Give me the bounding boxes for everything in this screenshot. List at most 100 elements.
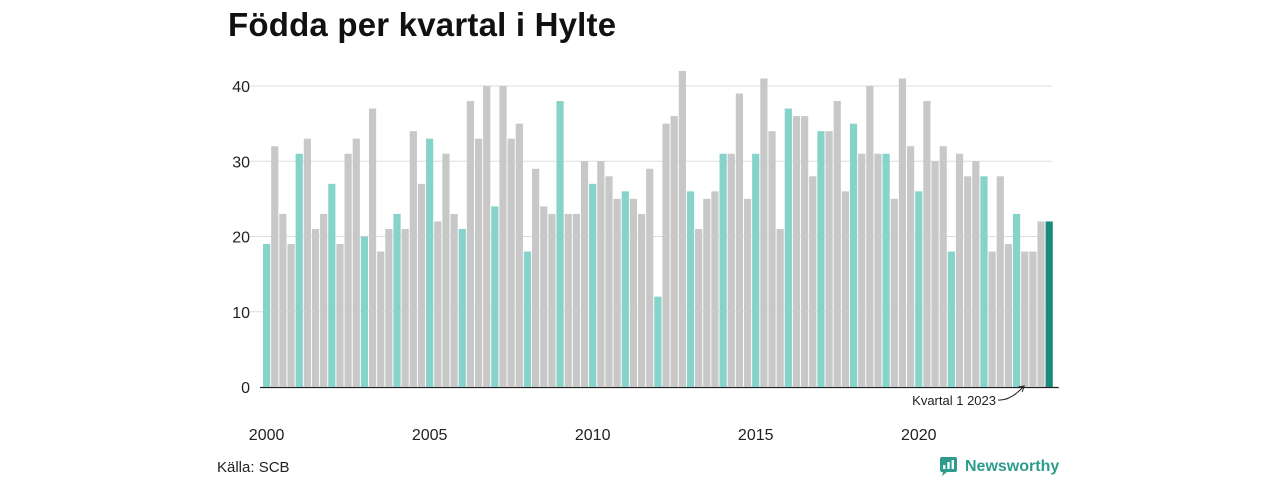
bar	[1037, 221, 1045, 387]
bar	[670, 116, 678, 387]
bar	[360, 236, 369, 387]
bar	[564, 213, 572, 387]
bar	[336, 244, 344, 387]
bar	[1029, 251, 1037, 387]
x-tick-label: 2020	[901, 427, 937, 444]
annotation-arrowhead	[1018, 385, 1025, 393]
bar	[263, 244, 271, 387]
y-tick-label: 40	[232, 79, 250, 96]
bar	[385, 228, 393, 387]
bar	[686, 191, 695, 387]
bar	[882, 153, 890, 387]
bar	[907, 146, 915, 387]
bar	[784, 108, 792, 387]
brand-name: Newsworthy	[965, 457, 1060, 475]
bar	[589, 183, 597, 387]
bar	[776, 228, 784, 387]
bar	[1012, 213, 1021, 387]
bar	[833, 101, 841, 388]
bar	[752, 153, 760, 387]
bar	[858, 153, 866, 387]
bar	[760, 78, 768, 387]
bar	[474, 138, 483, 387]
annotation: Kvartal 1 2023	[912, 385, 1025, 408]
bar	[947, 251, 955, 387]
bar	[996, 176, 1004, 387]
bar	[849, 123, 858, 387]
bar	[368, 108, 377, 387]
bar	[792, 116, 801, 387]
y-tick-label: 0	[241, 380, 250, 397]
bar	[972, 161, 980, 387]
bar	[874, 153, 882, 387]
bar	[483, 86, 491, 387]
bar	[662, 123, 670, 387]
bar	[743, 198, 752, 387]
bar	[426, 138, 434, 387]
bar	[434, 221, 442, 387]
bar	[613, 198, 621, 387]
bar	[271, 146, 279, 387]
y-tick-label: 20	[232, 230, 250, 247]
bar	[646, 168, 654, 387]
bar	[703, 198, 711, 387]
bar	[523, 251, 532, 387]
bar	[466, 101, 474, 388]
bar	[507, 138, 515, 387]
bar	[377, 251, 385, 387]
bar	[931, 161, 939, 387]
bar	[515, 123, 523, 387]
bar-series	[263, 70, 1053, 388]
x-tick-label: 2000	[249, 427, 285, 444]
bar	[320, 213, 328, 387]
bar	[279, 213, 287, 387]
bar	[597, 161, 605, 387]
bar	[809, 176, 817, 387]
bar	[841, 191, 849, 387]
bar	[890, 198, 898, 387]
y-tick-label: 10	[232, 305, 250, 322]
annotation-label: Kvartal 1 2023	[912, 393, 996, 408]
bar	[393, 213, 401, 387]
bar	[621, 191, 629, 387]
bar	[450, 213, 458, 387]
bar	[580, 161, 589, 387]
bar	[817, 131, 825, 387]
chart-title: Födda per kvartal i Hylte	[228, 6, 617, 43]
bar	[417, 183, 426, 387]
x-tick-label: 2005	[412, 427, 448, 444]
bar	[605, 176, 613, 387]
bar	[637, 213, 646, 387]
newsworthy-logo-icon	[940, 457, 957, 476]
bar	[295, 153, 303, 387]
bar	[980, 176, 988, 387]
y-tick-label: 30	[232, 154, 250, 171]
bar	[695, 228, 703, 387]
bar	[442, 153, 450, 387]
y-axis-labels: 0 10 20 30 40	[232, 79, 250, 397]
x-axis-labels: 2000 2005 2010 2015 2020	[249, 427, 937, 444]
bar	[548, 213, 556, 387]
bar	[801, 116, 809, 387]
source-note: Källa: SCB	[217, 459, 290, 476]
bar	[1021, 251, 1029, 387]
bar	[735, 93, 744, 388]
bar	[303, 138, 311, 387]
bar	[532, 168, 540, 387]
bar	[915, 191, 923, 387]
bar	[1045, 221, 1053, 387]
bar	[287, 244, 295, 387]
bar	[401, 228, 409, 387]
bar	[540, 206, 548, 387]
brand-logo[interactable]: Newsworthy	[938, 456, 1059, 477]
bar	[352, 138, 360, 387]
bar	[768, 131, 776, 387]
bar	[1004, 244, 1013, 387]
bar	[678, 70, 686, 387]
bar	[825, 131, 833, 387]
annotation-arrow	[997, 386, 1024, 401]
bar	[311, 228, 320, 387]
bar	[409, 131, 417, 387]
